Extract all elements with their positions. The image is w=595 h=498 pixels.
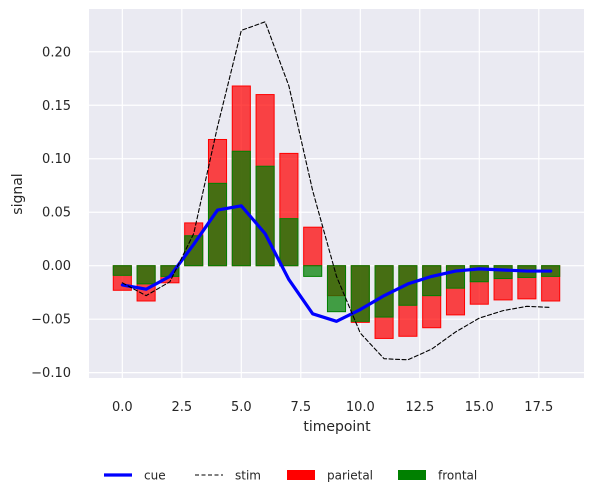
bar-parietal bbox=[303, 226, 323, 267]
x-tick-label: 5.0 bbox=[231, 400, 252, 415]
x-tick-label: 2.5 bbox=[171, 400, 192, 415]
bar-frontal bbox=[326, 265, 347, 313]
y-tick-label: 0.15 bbox=[42, 99, 71, 114]
bar-frontal bbox=[279, 218, 299, 267]
x-tick-label: 0.0 bbox=[112, 400, 133, 415]
bar-frontal bbox=[112, 265, 132, 276]
y-tick-label: 0.05 bbox=[42, 206, 71, 221]
y-tick-label: −0.05 bbox=[31, 313, 71, 328]
legend-swatch-parietal bbox=[287, 470, 315, 480]
bar-frontal bbox=[136, 265, 156, 285]
bar-frontal bbox=[303, 265, 323, 277]
line-cue bbox=[120, 204, 553, 323]
x-tick-label: 10.0 bbox=[346, 400, 375, 415]
legend-label-cue: cue bbox=[144, 469, 166, 483]
x-tick-labels: 0.0 2.5 5.0 7.5 10.0 12.5 15.0 17.5 bbox=[112, 400, 553, 415]
bar-frontal bbox=[493, 265, 513, 280]
x-axis-title: timepoint bbox=[303, 419, 371, 435]
legend-swatch-frontal bbox=[398, 470, 426, 480]
x-tick-label: 7.5 bbox=[290, 400, 311, 415]
y-axis-title: signal bbox=[10, 173, 26, 214]
bar-frontal bbox=[422, 265, 442, 297]
legend-label-stim: stim bbox=[235, 469, 261, 483]
y-tick-label: 0.00 bbox=[42, 259, 71, 274]
legend-label-parietal: parietal bbox=[327, 469, 373, 483]
bar-frontal bbox=[207, 182, 228, 267]
bar-frontal bbox=[255, 165, 275, 267]
x-tick-label: 12.5 bbox=[405, 400, 434, 415]
lines bbox=[120, 21, 553, 361]
y-tick-labels: −0.10 −0.05 0.00 0.05 0.10 0.15 0.20 bbox=[31, 45, 71, 381]
legend: cue stim parietal frontal bbox=[104, 469, 477, 483]
y-tick-label: −0.10 bbox=[31, 366, 71, 381]
y-tick-label: 0.20 bbox=[42, 45, 71, 60]
legend-label-frontal: frontal bbox=[438, 469, 477, 483]
y-tick-label: 0.10 bbox=[42, 152, 71, 167]
plot-background bbox=[89, 9, 584, 378]
x-tick-label: 15.0 bbox=[465, 400, 494, 415]
line-stim bbox=[121, 21, 552, 361]
x-tick-label: 17.5 bbox=[524, 400, 553, 415]
